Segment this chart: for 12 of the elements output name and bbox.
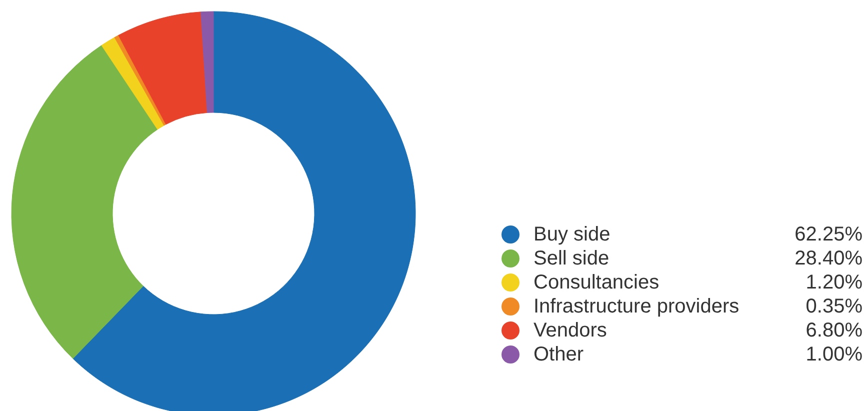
data-label: 1.20% xyxy=(806,272,863,294)
legend-label: Vendors xyxy=(534,320,607,342)
data-label: 28.40% xyxy=(794,248,863,270)
data-label: 1.00% xyxy=(806,344,863,366)
data-label: 62.25% xyxy=(794,224,863,246)
legend-label: Consultancies xyxy=(534,272,660,294)
legend-label: Other xyxy=(534,344,584,366)
legend-label: Infrastructure providers xyxy=(534,296,740,318)
data-label: 0.35% xyxy=(806,296,863,318)
data-label: 6.80% xyxy=(806,320,863,342)
legend-label: Buy side xyxy=(534,224,610,246)
legend-label: Sell side xyxy=(534,248,610,270)
